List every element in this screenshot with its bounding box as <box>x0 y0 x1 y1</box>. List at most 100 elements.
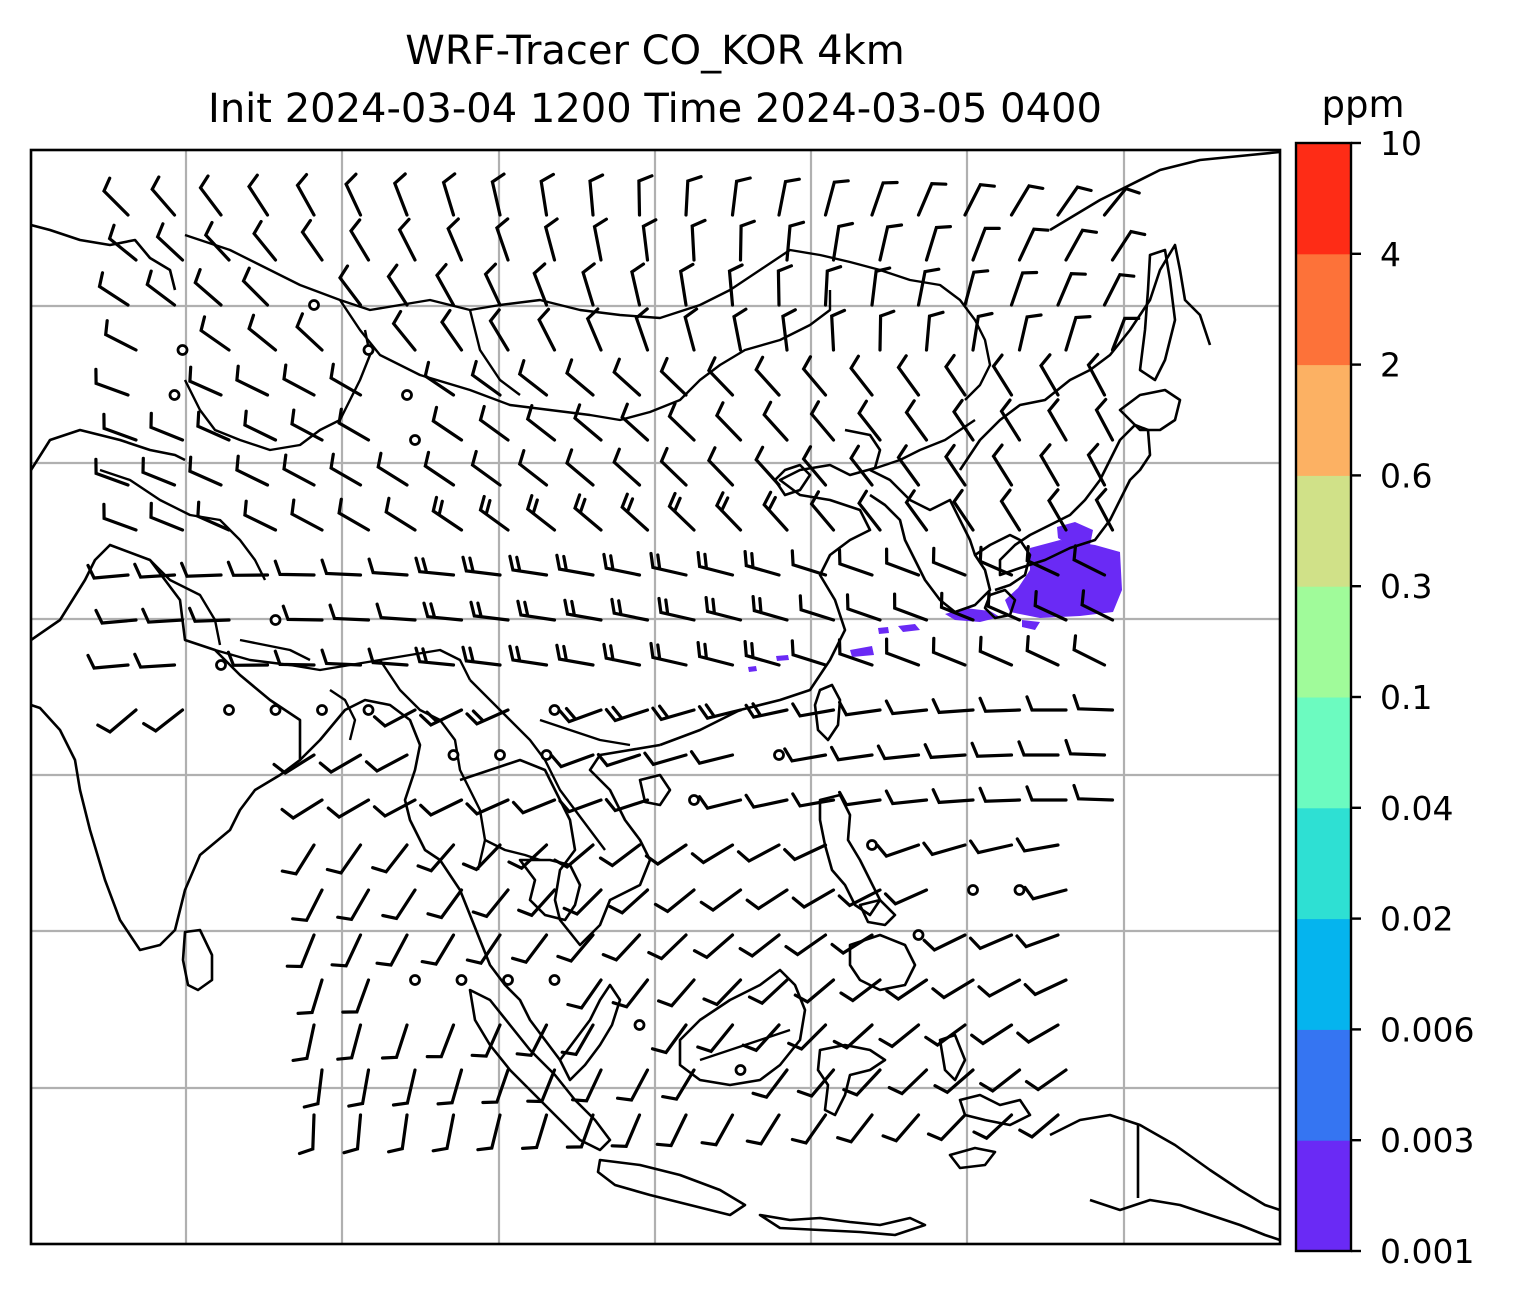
wind-barb <box>273 559 316 577</box>
wind-barb <box>372 708 417 728</box>
wind-barb <box>280 843 316 876</box>
wind-barb <box>683 307 699 352</box>
wind-barb <box>247 173 270 217</box>
wind-barb <box>904 399 929 442</box>
wind-barb <box>341 978 371 1014</box>
coast-lesser-sunda <box>758 1213 927 1237</box>
wind-barb <box>777 177 801 217</box>
wind-barb <box>380 1023 409 1060</box>
wind-barb <box>732 307 748 352</box>
wind-barb <box>790 549 828 577</box>
coast-philippines-visayas <box>858 898 897 927</box>
wind-barb <box>783 747 828 763</box>
wind-barb <box>931 698 975 715</box>
wind-barb <box>344 172 363 217</box>
wind-barb <box>490 172 506 217</box>
wind-barb <box>969 839 1014 855</box>
wind-barb <box>620 492 650 532</box>
wind-barb <box>470 449 502 487</box>
wind-barb <box>337 497 371 532</box>
wind-barb <box>145 269 177 307</box>
wind-barb <box>142 708 185 733</box>
wind-barb <box>1102 272 1136 307</box>
wind-barb <box>832 1023 874 1050</box>
border-korea-china <box>869 419 976 472</box>
wind-barb <box>375 933 409 967</box>
wind-barb <box>488 308 510 352</box>
wind-barb <box>643 751 688 767</box>
plume-patch-1 <box>898 624 920 632</box>
wind-barb <box>1056 272 1087 307</box>
wind-barb <box>952 488 975 532</box>
wind-barb <box>391 309 417 352</box>
calm-marker <box>633 1019 646 1031</box>
calm-marker <box>494 749 506 761</box>
wind-barb <box>610 597 650 622</box>
calm-marker <box>223 704 235 716</box>
wind-barb <box>336 888 371 922</box>
wind-barb <box>809 400 836 442</box>
wind-barb <box>714 491 743 532</box>
wind-barb <box>845 593 882 622</box>
wind-barb <box>699 888 743 912</box>
wind-barb <box>839 978 882 1003</box>
wind-barb <box>604 798 650 813</box>
wind-barb <box>478 494 510 532</box>
wind-barb <box>461 645 502 667</box>
calm-marker <box>215 659 227 671</box>
calm-marker <box>447 749 460 761</box>
wind-barb <box>801 355 828 397</box>
wind-barb <box>836 1113 874 1144</box>
wind-barb <box>1025 635 1060 667</box>
wind-barb <box>978 696 1022 713</box>
wind-barb <box>849 354 874 397</box>
wind-barb <box>592 217 608 262</box>
wind-barb <box>469 600 510 622</box>
wind-barb <box>649 641 688 667</box>
wind-barb <box>706 356 735 397</box>
wind-barb <box>507 843 549 871</box>
wind-barb <box>342 1113 363 1155</box>
wind-barb <box>696 551 735 577</box>
wind-barb <box>931 788 975 805</box>
wind-barb <box>281 604 324 622</box>
wind-barb <box>150 175 177 217</box>
wind-barb <box>793 978 836 1004</box>
wind-barb <box>465 708 510 726</box>
title-line-2: Init 2024-03-04 1200 Time 2024-03-05 040… <box>208 86 1102 132</box>
wind-barb <box>747 978 789 1006</box>
wind-barb <box>745 888 789 911</box>
wind-barb <box>885 637 921 667</box>
wind-barb <box>471 888 510 919</box>
wind-barb <box>1017 313 1043 352</box>
wind-barb <box>745 1113 781 1146</box>
wind-barb <box>659 446 688 487</box>
wind-barb <box>1047 488 1068 532</box>
wind-barb <box>659 356 688 397</box>
wind-barb <box>376 451 409 487</box>
wind-barb <box>1064 738 1107 757</box>
wind-barb <box>517 888 557 918</box>
wind-barb <box>781 308 797 352</box>
wind-barb <box>884 699 929 716</box>
wind-barb <box>796 1068 836 1098</box>
wind-barb <box>470 1023 502 1058</box>
wind-barb <box>612 357 642 397</box>
calm-marker <box>540 749 553 761</box>
wind-barb <box>893 592 929 622</box>
wind-barb <box>149 411 185 442</box>
wind-barb <box>478 404 510 442</box>
border-russia-china-kaz <box>184 233 992 401</box>
coast-new-guinea <box>1049 1113 1280 1212</box>
wind-barb <box>970 1023 1014 1046</box>
wind-barb <box>387 1113 409 1154</box>
wind-barb <box>517 359 549 397</box>
wind-barb <box>977 978 1022 998</box>
wind-barb <box>931 546 967 577</box>
calm-marker <box>548 704 561 716</box>
wind-barb <box>944 443 967 487</box>
wind-barb <box>367 557 409 577</box>
wind-barb <box>1025 545 1060 577</box>
coast-new-guinea-south <box>1089 1198 1280 1242</box>
